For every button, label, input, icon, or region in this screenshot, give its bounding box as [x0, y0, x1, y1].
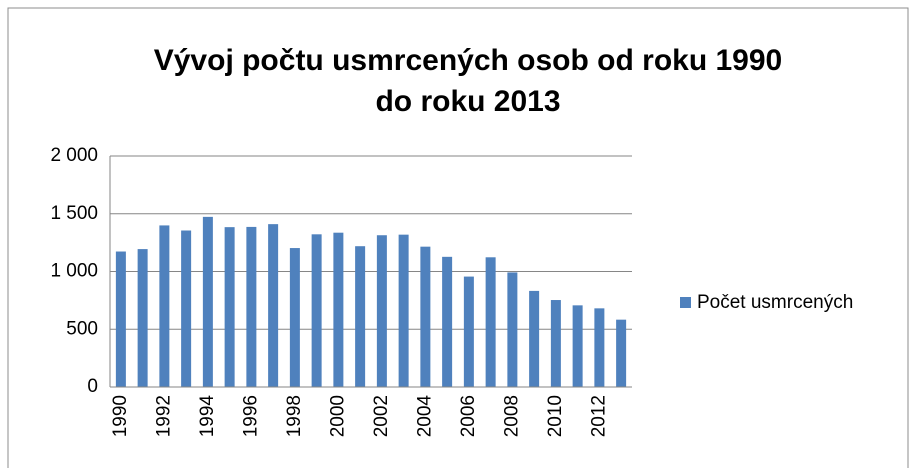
bar: [572, 305, 583, 387]
bar: [529, 290, 540, 387]
bar: [355, 246, 366, 387]
y-tick-label: 500: [66, 318, 98, 339]
legend-swatch: [680, 297, 691, 308]
x-tick-label: 2010: [545, 395, 566, 437]
bar: [202, 216, 213, 387]
x-tick-label: 1994: [197, 395, 218, 438]
bar: [507, 272, 518, 387]
x-tick-label: 1998: [284, 395, 305, 437]
x-tick-label: 2000: [327, 395, 348, 437]
x-tick-label: 1992: [153, 395, 174, 437]
bar: [268, 224, 279, 387]
x-tick-label: 2008: [501, 395, 522, 437]
bar: [115, 251, 126, 387]
y-tick-label: 2 000: [50, 145, 98, 166]
x-tick-label: 2006: [458, 395, 479, 437]
x-tick-label: 1990: [110, 395, 131, 437]
bar: [289, 248, 300, 387]
bar: [181, 230, 192, 387]
bar: [333, 232, 344, 387]
bar: [398, 234, 409, 387]
bar: [420, 246, 431, 387]
bar: [311, 234, 322, 387]
bar: [137, 249, 148, 387]
bar: [159, 225, 170, 387]
bar: [550, 300, 561, 387]
bar: [616, 319, 627, 387]
x-tick-label: 1996: [240, 395, 261, 437]
bar: [594, 308, 605, 387]
chart-border: [7, 7, 909, 468]
y-tick-label: 1 500: [50, 203, 98, 224]
x-tick-label: 2002: [371, 395, 392, 437]
bar: [463, 276, 474, 387]
bar: [485, 257, 496, 387]
x-tick-label: 2012: [588, 395, 609, 437]
bar: [246, 226, 257, 387]
bar: [442, 256, 453, 387]
y-tick-label: 0: [87, 376, 98, 397]
legend-label: Počet usmrcených: [697, 292, 853, 313]
chart-title: Vývoj počtu usmrcených osob od roku 1990: [154, 44, 783, 77]
bar: [376, 235, 387, 387]
y-tick-label: 1 000: [50, 261, 98, 282]
chart-title: do roku 2013: [375, 85, 560, 118]
bar: [224, 227, 235, 387]
x-tick-label: 2004: [414, 395, 435, 438]
